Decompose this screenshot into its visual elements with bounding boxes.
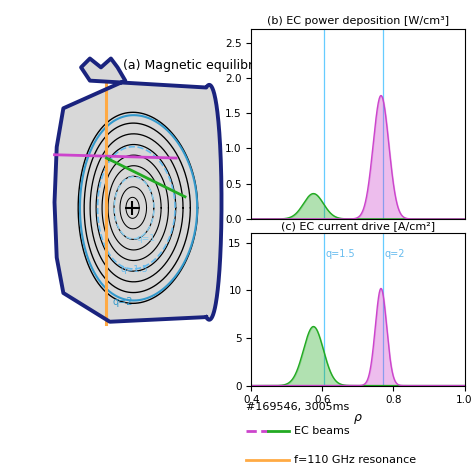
- Text: #169546, 3005ms: #169546, 3005ms: [246, 402, 350, 412]
- Text: q=1.5: q=1.5: [326, 249, 356, 259]
- Title: (b) EC power deposition [W/cm³]: (b) EC power deposition [W/cm³]: [267, 16, 449, 26]
- Polygon shape: [55, 59, 221, 322]
- Text: (a) Magnetic equilibrium: (a) Magnetic equilibrium: [123, 59, 277, 71]
- X-axis label: ρ: ρ: [354, 411, 362, 424]
- Text: q=1.5: q=1.5: [121, 265, 148, 274]
- Text: q=1: q=1: [137, 234, 155, 243]
- Text: q=2: q=2: [384, 249, 405, 259]
- Text: q=2: q=2: [112, 297, 133, 307]
- Title: (c) EC current drive [A/cm²]: (c) EC current drive [A/cm²]: [281, 221, 435, 231]
- Text: f=110 GHz resonance: f=110 GHz resonance: [294, 455, 416, 465]
- Text: EC beams: EC beams: [294, 426, 349, 436]
